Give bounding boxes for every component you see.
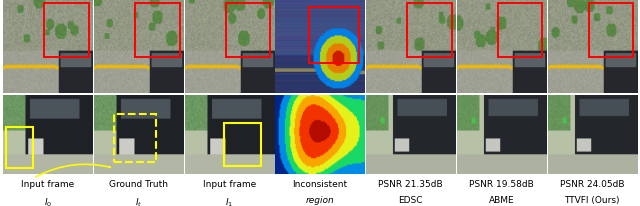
Bar <box>6 127 33 168</box>
Bar <box>589 4 633 58</box>
Bar <box>113 114 156 163</box>
Bar <box>44 4 89 58</box>
Bar <box>135 4 179 58</box>
Bar <box>224 123 261 166</box>
Text: PSNR 19.58dB: PSNR 19.58dB <box>469 179 534 188</box>
Bar <box>309 8 359 64</box>
Text: ABME: ABME <box>489 195 515 204</box>
Bar <box>498 4 543 58</box>
Text: PSNR 21.35dB: PSNR 21.35dB <box>378 179 443 188</box>
Text: Input frame: Input frame <box>21 179 74 188</box>
Text: $I_0$: $I_0$ <box>44 195 52 206</box>
Text: Ground Truth: Ground Truth <box>109 179 168 188</box>
Text: EDSC: EDSC <box>399 195 423 204</box>
Text: Input frame: Input frame <box>203 179 256 188</box>
Text: TTVFI (Ours): TTVFI (Ours) <box>564 195 620 204</box>
Text: $I_1$: $I_1$ <box>225 195 234 206</box>
Bar <box>226 4 270 58</box>
Text: region: region <box>306 195 334 204</box>
Bar <box>407 4 452 58</box>
Text: Inconsistent: Inconsistent <box>292 179 348 188</box>
Text: $I_t$: $I_t$ <box>135 195 142 206</box>
Text: PSNR 24.05dB: PSNR 24.05dB <box>560 179 625 188</box>
